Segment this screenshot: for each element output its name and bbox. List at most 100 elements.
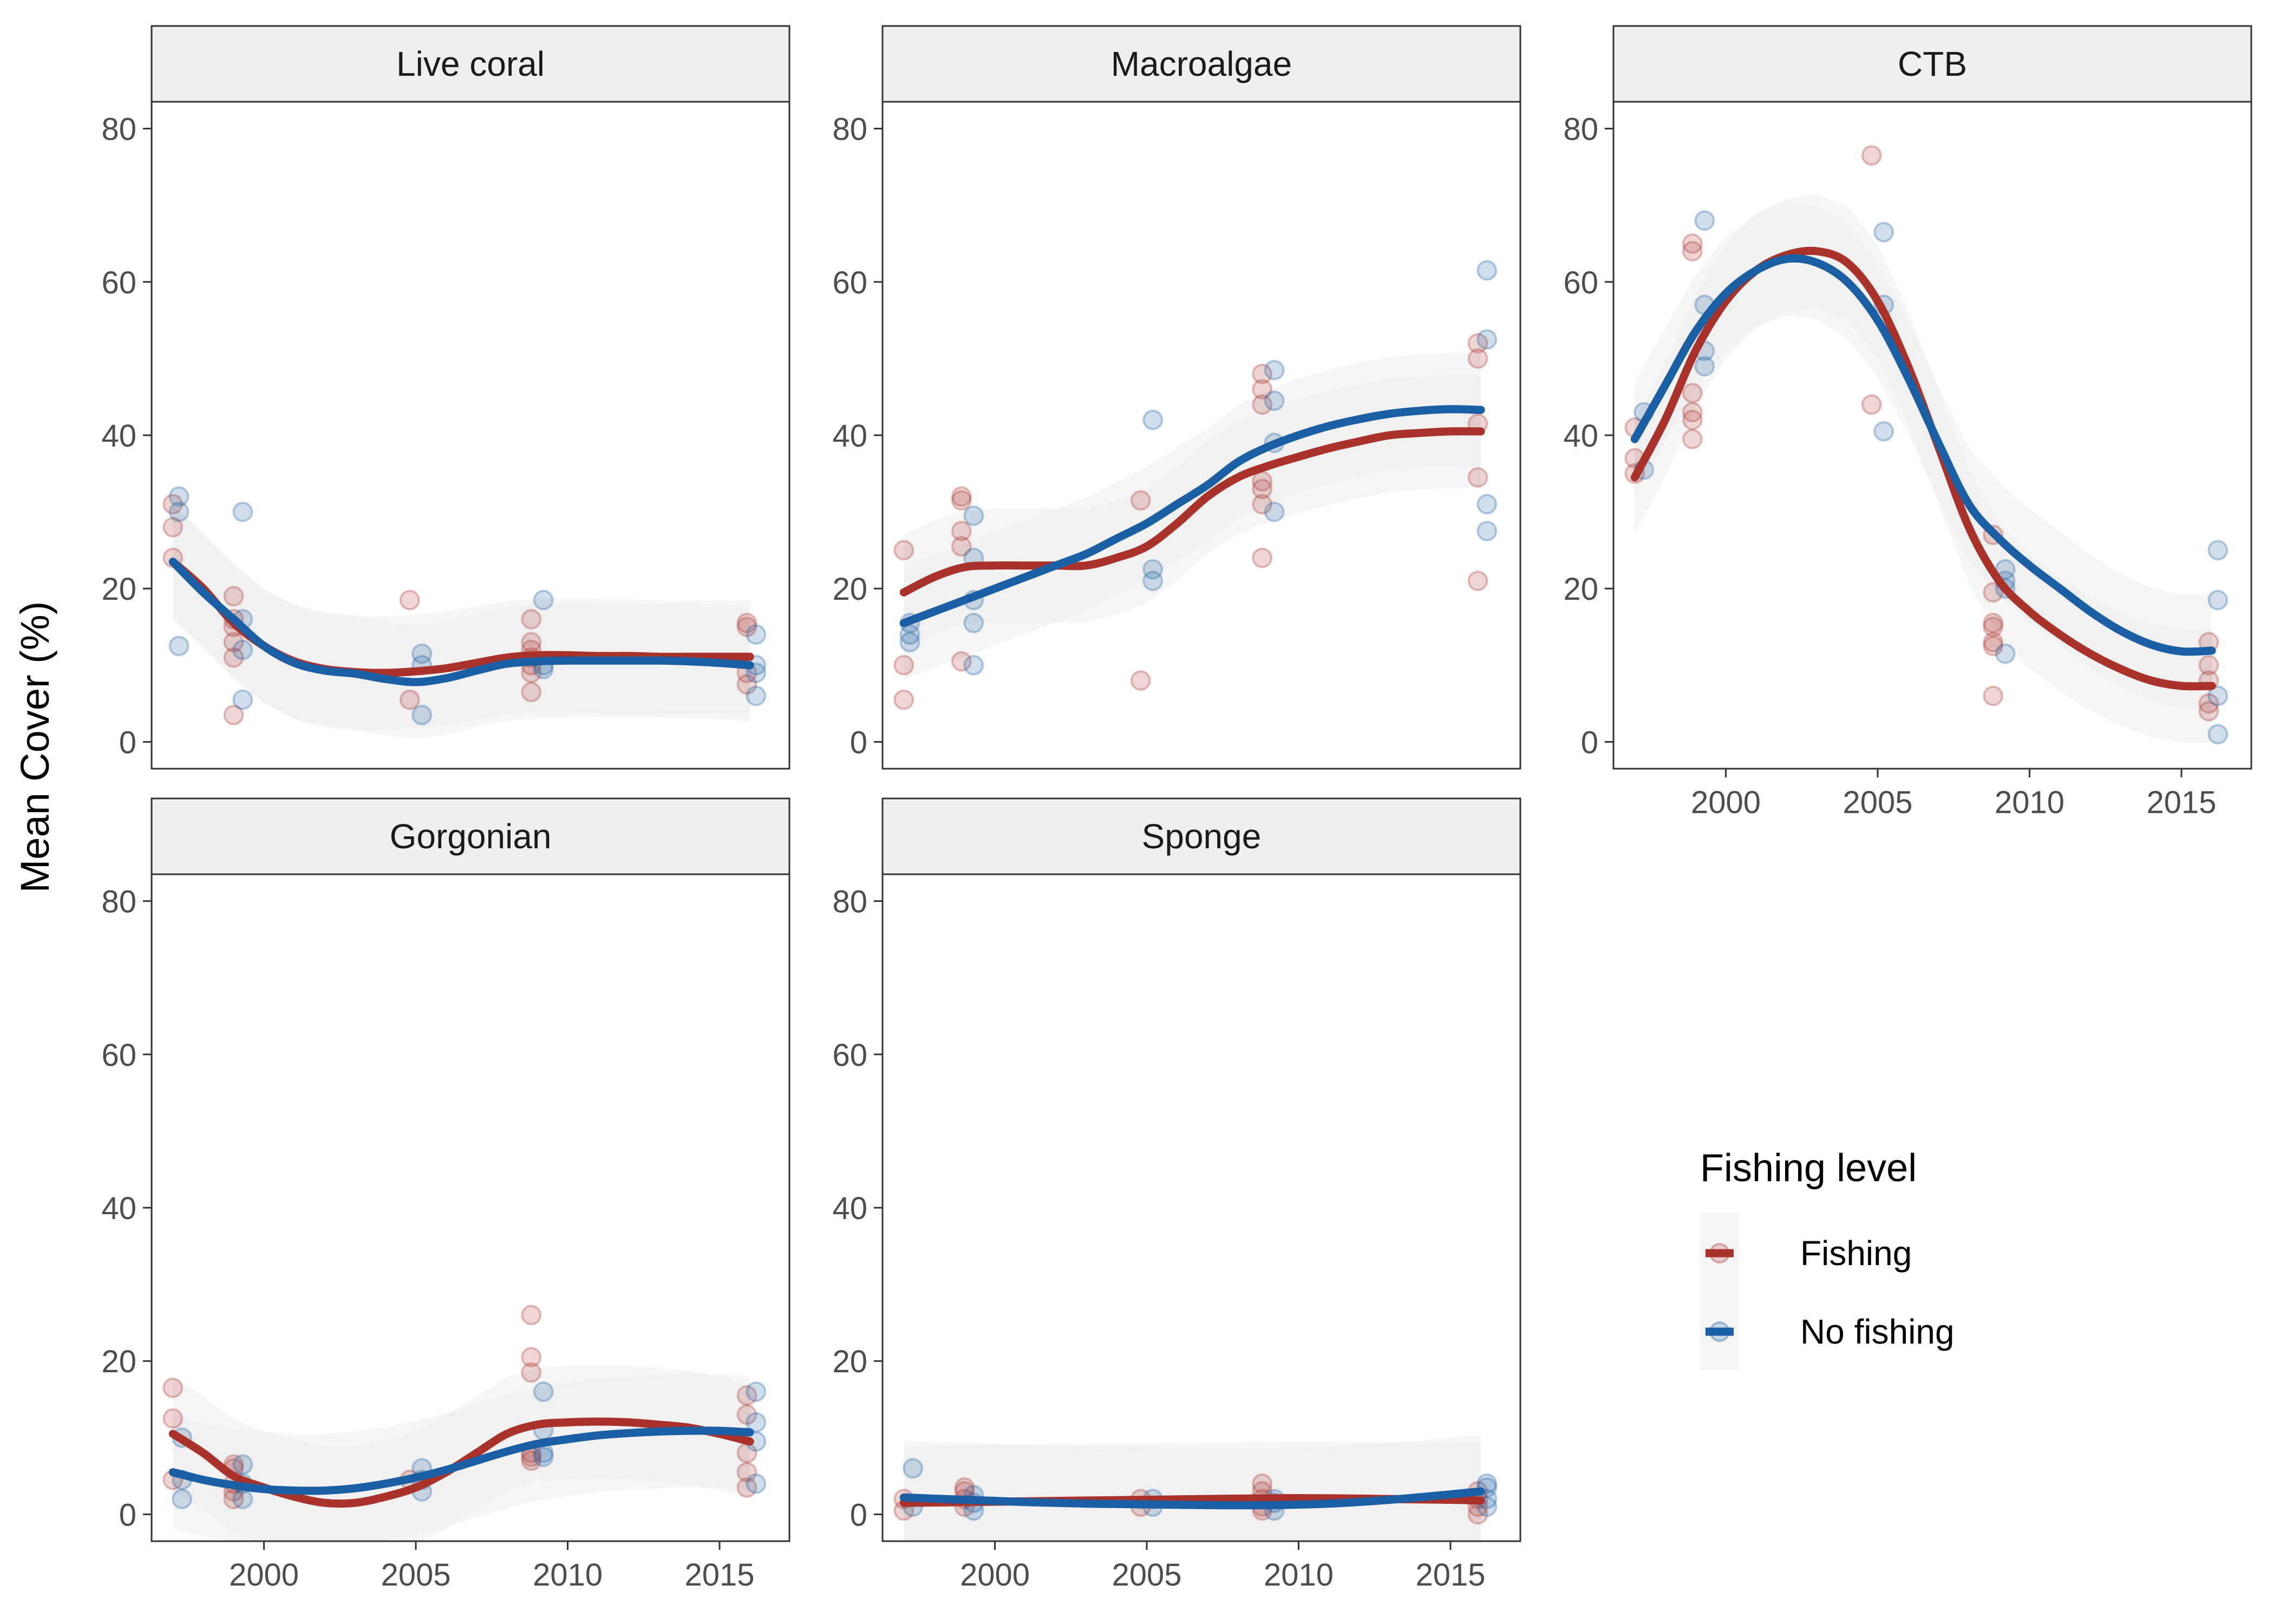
- panel-gorgonian-xtick-label: 2005: [381, 1557, 451, 1593]
- panel-live-coral-ytick-label: 40: [101, 418, 136, 454]
- panel-macroalgae-point-no-fishing: [964, 507, 983, 525]
- panel-gorgonian-point-no-fishing: [233, 1455, 252, 1474]
- panel-gorgonian-ytick-label: 40: [101, 1191, 136, 1226]
- panel-ctb-xtick-label: 2005: [1843, 785, 1913, 820]
- panel-ctb-ytick-label: 60: [1563, 265, 1598, 300]
- panel-macroalgae-point-fishing: [1469, 468, 1487, 487]
- panel-macroalgae-point-no-fishing: [1478, 522, 1496, 540]
- panel-ctb-xtick-label: 2000: [1691, 785, 1761, 820]
- panel-macroalgae-point-fishing: [894, 541, 913, 559]
- panel-gorgonian-xtick-label: 2010: [533, 1557, 603, 1593]
- panel-macroalgae-point-no-fishing: [964, 656, 983, 675]
- panel-ctb: CTB 0 20 40 60 80 2000 2005 2010 2015: [1563, 26, 2251, 820]
- panel-live-coral-point-fishing: [522, 683, 540, 701]
- panel-macroalgae-point-no-fishing: [1478, 495, 1496, 513]
- panel-gorgonian-point-no-fishing: [747, 1383, 765, 1401]
- panel-gorgonian-ytick-label: 60: [101, 1038, 136, 1073]
- panel-ctb-point-fishing: [1683, 384, 1702, 402]
- panel-live-coral-point-fishing: [225, 587, 243, 605]
- panel-ctb-strip-label: CTB: [1898, 44, 1967, 83]
- panel-macroalgae-point-no-fishing: [1265, 391, 1284, 410]
- panel-ctb-point-no-fishing: [1695, 357, 1714, 376]
- panel-live-coral-strip-label: Live coral: [396, 44, 545, 83]
- panel-sponge-point-no-fishing: [904, 1459, 922, 1478]
- panel-gorgonian: Gorgonian0204060802000 2005 2010 2015: [101, 798, 789, 1593]
- panel-live-coral-ytick-label: 60: [101, 265, 136, 300]
- panel-gorgonian-point-no-fishing: [233, 1490, 252, 1508]
- panel-live-coral-point-no-fishing: [170, 637, 188, 655]
- panel-gorgonian-point-fishing: [164, 1409, 182, 1427]
- panel-ctb-point-fishing: [1683, 242, 1702, 260]
- panel-live-coral-point-no-fishing: [233, 641, 252, 659]
- panel-macroalgae-point-fishing: [1132, 491, 1150, 509]
- panel-macroalgae-strip-label: Macroalgae: [1111, 44, 1292, 83]
- panel-ctb-ytick-label: 80: [1563, 112, 1598, 147]
- panel-live-coral-point-no-fishing: [747, 625, 765, 644]
- panel-gorgonian-ytick-label: 20: [101, 1344, 136, 1379]
- panel-sponge-xtick-label: 2000: [960, 1557, 1030, 1593]
- panel-sponge: Sponge 0 20 40 60 80 2000 2005 2010 2015: [832, 798, 1520, 1593]
- panel-gorgonian-strip-label: Gorgonian: [390, 817, 552, 856]
- panel-macroalgae-point-fishing: [1132, 671, 1150, 690]
- legend-item-no-fishing-label: No fishing: [1800, 1312, 1955, 1351]
- panel-macroalgae-ytick-label: 0: [850, 725, 867, 760]
- panel-ctb-point-no-fishing: [2208, 541, 2227, 559]
- legend-title: Fishing level: [1700, 1147, 1917, 1190]
- panel-ctb-ytick-label: 20: [1563, 572, 1598, 607]
- panel-live-coral-ytick-label: 80: [101, 112, 136, 147]
- legend-item-fishing-point: [1710, 1244, 1729, 1262]
- panel-ctb-point-fishing: [1863, 146, 1881, 165]
- panel-sponge-strip-label: Sponge: [1142, 817, 1262, 856]
- panel-macroalgae-point-no-fishing: [901, 633, 919, 651]
- panel-macroalgae-point-no-fishing: [964, 614, 983, 632]
- panel-sponge-xtick-label: 2010: [1264, 1557, 1334, 1593]
- panel-live-coral-ytick-label: 20: [101, 572, 136, 607]
- legend-key-background: [1700, 1213, 1739, 1370]
- panel-ctb-point-no-fishing: [1874, 223, 1893, 241]
- panel-macroalgae-point-no-fishing: [1265, 361, 1284, 379]
- panel-macroalgae-ytick-label: 20: [832, 572, 867, 607]
- panel-sponge-ytick-label: 20: [832, 1344, 867, 1379]
- panel-macroalgae-point-fishing: [952, 491, 971, 509]
- panel-macroalgae-point-fishing: [894, 656, 913, 675]
- panel-macroalgae-point-no-fishing: [1478, 261, 1496, 280]
- panel-live-coral-point-no-fishing: [233, 503, 252, 521]
- panel-gorgonian-point-no-fishing: [173, 1490, 191, 1508]
- panel-gorgonian-ytick-label: 0: [119, 1497, 136, 1533]
- panel-sponge-xtick-label: 2005: [1112, 1557, 1182, 1593]
- panel-sponge-xtick-label: 2015: [1415, 1557, 1485, 1593]
- panel-sponge-ytick-label: 0: [850, 1497, 867, 1533]
- panel-ctb-point-fishing: [1683, 430, 1702, 448]
- y-axis-label: Mean Cover (%): [12, 601, 57, 893]
- panel-ctb-point-no-fishing: [1695, 212, 1714, 230]
- panel-macroalgae-point-fishing: [1469, 572, 1487, 590]
- panel-gorgonian-point-fishing: [522, 1306, 540, 1324]
- panel-live-coral-point-no-fishing: [170, 503, 188, 521]
- panel-macroalgae-point-no-fishing: [1143, 572, 1162, 590]
- panel-macroalgae-ytick-label: 80: [832, 112, 867, 147]
- panel-live-coral-point-no-fishing: [747, 687, 765, 705]
- panel-sponge-ytick-label: 60: [832, 1038, 867, 1073]
- panel-gorgonian-point-fishing: [522, 1364, 540, 1382]
- panel-live-coral-point-fishing: [401, 591, 419, 610]
- panel-macroalgae-point-fishing: [1469, 349, 1487, 368]
- panel-gorgonian-point-no-fishing: [534, 1383, 553, 1401]
- panel-ctb-point-fishing: [1984, 687, 2002, 705]
- panel-live-coral-point-no-fishing: [413, 706, 431, 724]
- panel-live-coral-point-fishing: [401, 691, 419, 709]
- panel-ctb-xtick-label: 2010: [1995, 785, 2064, 820]
- panel-ctb-point-fishing: [1683, 411, 1702, 429]
- panel-gorgonian-point-fishing: [164, 1379, 182, 1397]
- panel-macroalgae-point-no-fishing: [1265, 503, 1284, 521]
- legend-item-fishing-label: Fishing: [1800, 1234, 1912, 1273]
- panel-macroalgae-point-no-fishing: [1143, 411, 1162, 429]
- panel-ctb-point-no-fishing: [2208, 725, 2227, 743]
- panel-live-coral-point-fishing: [522, 610, 540, 628]
- panel-live-coral-point-no-fishing: [233, 691, 252, 709]
- panel-sponge-ytick-label: 40: [832, 1191, 867, 1226]
- panel-sponge-ytick-label: 80: [832, 885, 867, 920]
- panel-gorgonian-ytick-label: 80: [101, 885, 136, 920]
- panel-ctb-point-no-fishing: [2208, 591, 2227, 610]
- panel-macroalgae-point-fishing: [894, 691, 913, 709]
